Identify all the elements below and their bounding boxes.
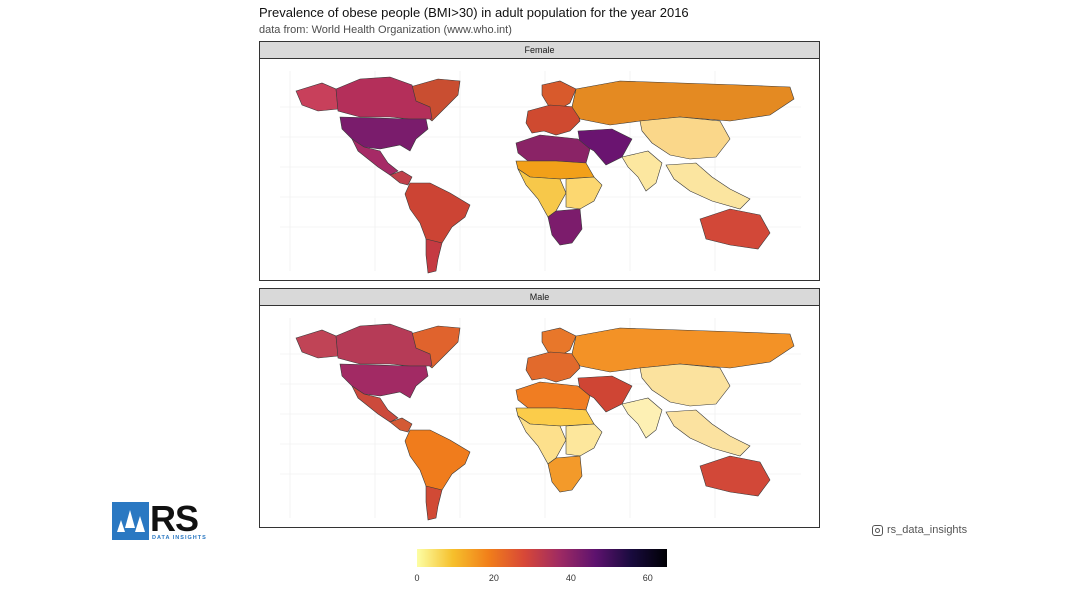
region-sa_south — [425, 485, 443, 521]
legend-tick-label: 0 — [414, 573, 420, 583]
panel-male: Male — [259, 288, 820, 528]
chart-title: Prevalence of obese people (BMI>30) in a… — [259, 5, 689, 20]
region-e_af — [565, 176, 603, 210]
region-ca_am — [389, 170, 413, 186]
chart-subtitle: data from: World Health Organization (ww… — [259, 24, 512, 36]
facet-strip-male: Male — [259, 288, 820, 306]
region-eu — [525, 104, 581, 136]
region-n_af — [515, 134, 591, 164]
region-eu — [525, 351, 581, 383]
region-na — [335, 323, 433, 367]
map-male — [259, 306, 820, 528]
region-s_af — [547, 208, 583, 246]
region-au — [699, 208, 771, 250]
region-au — [699, 455, 771, 497]
region-sa_south — [425, 238, 443, 274]
region-ru — [571, 80, 795, 126]
region-ca_am — [389, 417, 413, 433]
region-n_af — [515, 381, 591, 411]
panel-female: Female — [259, 41, 820, 281]
world-map-female — [280, 71, 801, 274]
region-se_as — [665, 162, 751, 210]
region-na — [335, 76, 433, 120]
region-mx — [351, 385, 399, 423]
region-cn — [639, 363, 731, 407]
region-e_af — [565, 423, 603, 457]
legend-tick-label: 60 — [642, 573, 653, 583]
region-ru — [571, 327, 795, 373]
instagram-icon — [872, 524, 883, 536]
region-eu_north — [541, 80, 577, 110]
social-handle: rs_data_insights — [872, 524, 967, 536]
legend-tick-label: 40 — [565, 573, 576, 583]
region-se_as — [665, 409, 751, 457]
region-cn — [639, 116, 731, 160]
logo-mark-icon — [112, 502, 149, 540]
social-handle-text: rs_data_insights — [887, 524, 968, 536]
facet-strip-female: Female — [259, 41, 820, 59]
logo-letters: RS — [150, 498, 199, 539]
logo-tagline: DATA INSIGHTS — [152, 535, 207, 541]
map-female — [259, 59, 820, 281]
world-map-male — [280, 318, 801, 521]
legend-tick-label: 20 — [488, 573, 499, 583]
region-s_af — [547, 455, 583, 493]
color-legend-bar — [417, 549, 667, 567]
region-mx — [351, 138, 399, 176]
region-us — [339, 116, 429, 152]
region-in — [621, 150, 663, 192]
region-us — [339, 363, 429, 399]
region-eu_north — [541, 327, 577, 357]
rs-logo: RS DATA INSIGHTS — [112, 498, 212, 544]
region-in — [621, 397, 663, 439]
